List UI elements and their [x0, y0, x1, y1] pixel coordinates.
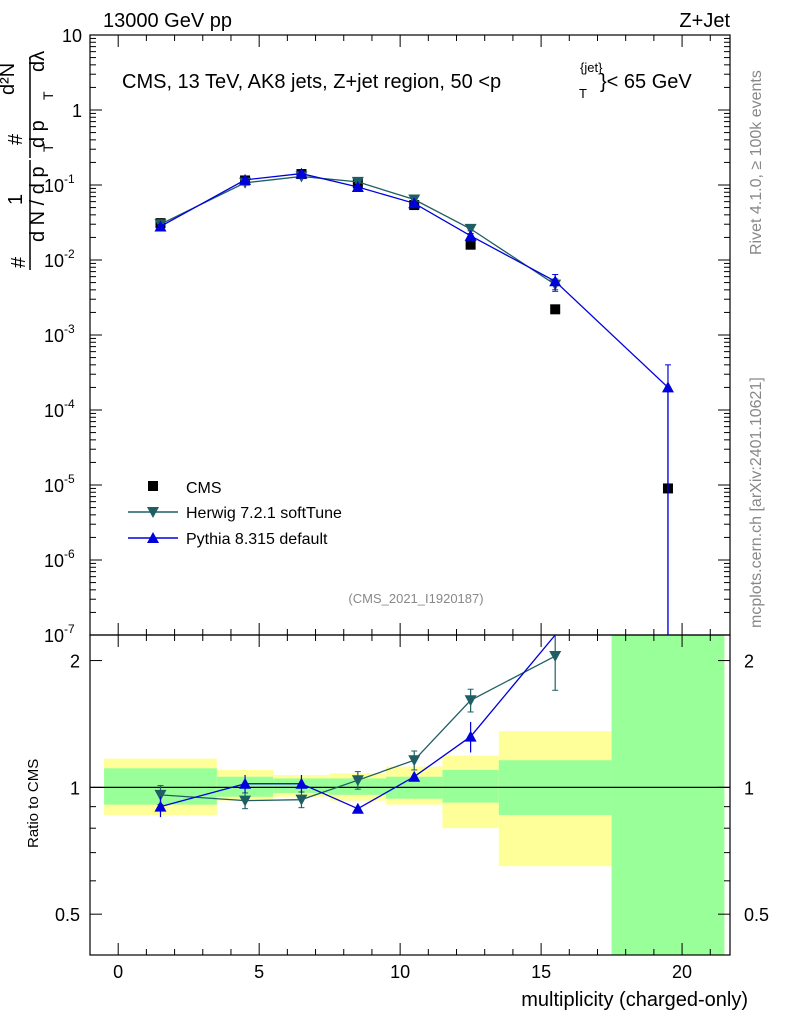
ylabel-den2-t: T — [40, 91, 56, 100]
y-tick-label: 10 — [44, 176, 64, 196]
main-line — [160, 172, 669, 388]
main-point — [351, 181, 364, 193]
x-tick-label: 15 — [531, 962, 551, 982]
main-point — [239, 173, 252, 185]
y-tick-exponent: -2 — [64, 247, 75, 261]
ratio-y-ticks: 0.5 0.5 1 1 2 2 — [55, 652, 769, 926]
ylabel-den2: d p — [27, 120, 49, 148]
ratio-series-pythia — [154, 635, 575, 818]
ratio-point — [351, 775, 364, 787]
ratio-point — [408, 770, 421, 782]
main-point — [661, 381, 674, 393]
cms-point — [550, 304, 561, 315]
ylabel-num-d2n: d²N — [0, 63, 19, 95]
main-title-sub: T — [579, 86, 587, 101]
y-tick-exponent: -3 — [64, 322, 75, 336]
ratio-point — [295, 794, 308, 806]
ratio-y-tick-label: 2 — [70, 652, 80, 672]
y-tick-exponent: -6 — [64, 547, 75, 561]
x-tick-label: 20 — [672, 962, 692, 982]
main-y-axis-label: # 1 d N / d p T d²N # d p T dλ — [0, 51, 56, 268]
ratio-line — [160, 635, 575, 810]
main-title-sup: {jet} — [580, 60, 603, 75]
ylabel-den2-tail: dλ — [27, 51, 49, 72]
main-point — [549, 275, 562, 287]
ratio-point — [464, 730, 477, 742]
band-inner-7 — [611, 635, 725, 955]
header-left: 13000 GeV pp — [103, 10, 232, 32]
ratio-bands — [104, 635, 725, 955]
main-title-tail: }< 65 GeV — [600, 71, 692, 93]
legend: CMS Herwig 7.2.1 softTune Pythia 8.315 d… — [128, 480, 342, 548]
main-point — [464, 223, 477, 235]
x-tick-label: 10 — [390, 962, 410, 982]
main-line — [160, 175, 556, 286]
ratio-frame — [89, 634, 731, 956]
main-point — [408, 197, 421, 209]
y-tick-label: 10 — [44, 401, 64, 421]
ratio-point — [295, 777, 308, 789]
ratio-point — [351, 802, 364, 814]
y-tick-exponent: -4 — [64, 397, 75, 411]
y-tick-label: 10 — [44, 551, 64, 571]
band-inner-5 — [442, 769, 499, 803]
ylabel-den-dn: d N / d p — [27, 166, 49, 242]
y-tick-exponent: -5 — [64, 472, 75, 486]
ratio-y-tick-label: 1 — [70, 778, 80, 798]
ratio-point — [239, 777, 252, 789]
y-tick-label: 1 — [72, 101, 82, 121]
main-title: CMS, 13 TeV, AK8 jets, Z+jet region, 50 … — [122, 60, 692, 101]
header-right: Z+Jet — [679, 10, 730, 32]
main-title-text: CMS, 13 TeV, AK8 jets, Z+jet region, 50 … — [122, 71, 501, 93]
main-series-pythia — [154, 167, 674, 635]
y-tick-label: 10 — [44, 326, 64, 346]
ratio-point — [408, 755, 421, 767]
ratio-y-tick-label-right: 0.5 — [744, 905, 769, 925]
side-note-bottom: mcplots.cern.ch [arXiv:2401.10621] — [748, 377, 765, 628]
ratio-y-tick-label-right: 1 — [744, 778, 754, 798]
y-tick-label: 10 — [44, 251, 64, 271]
main-series-cms — [155, 169, 673, 494]
ratio-point — [154, 789, 167, 801]
y-tick-label: 10 — [44, 476, 64, 496]
ratio-point — [464, 695, 477, 707]
x-tick-label: 5 — [254, 962, 264, 982]
analysis-watermark: (CMS_2021_I1920187) — [348, 591, 483, 606]
main-point — [295, 167, 308, 179]
ratio-point — [239, 795, 252, 807]
y-tick-label: 10 — [62, 26, 82, 46]
x-tick-label: 0 — [113, 962, 123, 982]
ylabel-num-one: 1 — [5, 194, 27, 205]
side-note-top: Rivet 4.1.0, ≥ 100k events — [748, 70, 765, 255]
main-point — [464, 229, 477, 241]
ylabel-den-t: T — [40, 143, 56, 152]
ratio-y-axis-label: Ratio to CMS — [25, 759, 42, 848]
ratio-y-tick-label: 0.5 — [55, 905, 80, 925]
legend-label-herwig: Herwig 7.2.1 softTune — [186, 505, 342, 522]
x-axis-label: multiplicity (charged-only) — [521, 989, 748, 1011]
legend-marker-herwig — [147, 507, 159, 518]
legend-marker-cms — [148, 481, 158, 491]
cms-point — [465, 239, 476, 250]
main-point — [154, 220, 167, 232]
ratio-series-herwig — [154, 635, 562, 810]
legend-label-pythia: Pythia 8.315 default — [186, 531, 328, 548]
ratio-y-tick-label-right: 2 — [744, 652, 754, 672]
legend-label-cms: CMS — [186, 480, 222, 497]
ratio-point — [549, 651, 562, 663]
legend-marker-pythia — [147, 532, 159, 543]
x-ticks: 0 5 10 15 20 — [89, 35, 711, 982]
y-tick-label: 10 — [44, 626, 64, 646]
y-tick-exponent: -7 — [64, 622, 75, 636]
ratio-point — [154, 800, 167, 812]
ylabel-pre: # — [8, 256, 30, 268]
ylabel-hash: # — [5, 133, 27, 145]
y-tick-exponent: -1 — [64, 172, 75, 186]
